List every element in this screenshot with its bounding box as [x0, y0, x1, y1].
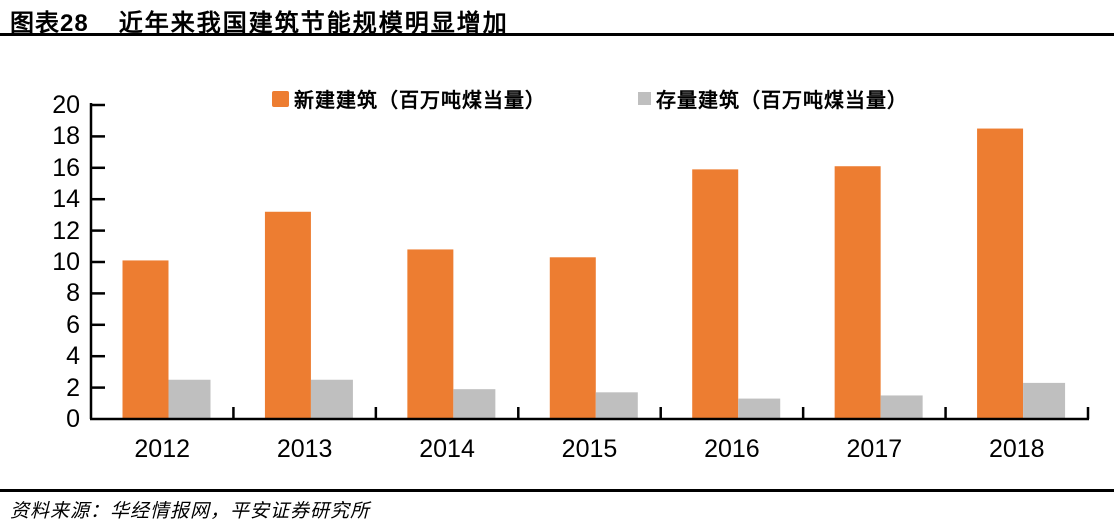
x-axis-label: 2017: [846, 435, 903, 463]
y-axis-label: 18: [52, 122, 80, 151]
bar-2012-series0: [122, 260, 169, 420]
y-axis-label: 10: [52, 248, 80, 276]
y-axis-label: 6: [66, 310, 80, 339]
y-axis-label: 16: [52, 153, 80, 182]
y-axis-label: 12: [52, 216, 80, 245]
bar-2014-series0: [407, 249, 454, 420]
bar-2013-series1: [310, 379, 353, 420]
figure-number: 图表28: [10, 10, 89, 37]
bar-2016-series1: [738, 398, 781, 420]
title-underline: [0, 33, 1114, 36]
bar-2017-series1: [880, 395, 923, 420]
y-axis-label: 14: [52, 185, 80, 214]
bar-2013-series0: [264, 211, 311, 420]
x-axis-label: 2014: [419, 435, 475, 463]
y-axis-label: 8: [66, 279, 80, 308]
x-axis-label: 2013: [276, 435, 333, 463]
x-axis-label: 2015: [561, 435, 618, 463]
bar-2018-series1: [1023, 382, 1066, 420]
x-axis-label: 2018: [988, 435, 1045, 463]
chart-canvas: [89, 103, 1090, 421]
bar-2018-series0: [977, 128, 1024, 421]
y-axis-label: 20: [52, 91, 80, 119]
chart-header: 图表28 近年来我国建筑节能规模明显增加: [10, 3, 509, 38]
bar-2014-series1: [453, 389, 496, 420]
legend-item-new-buildings: 新建建筑（百万吨煤当量）: [272, 84, 546, 113]
bar-chart: 新建建筑（百万吨煤当量） 存量建筑（百万吨煤当量） 0 2 4 6 8 10 12 14 16 1…: [52, 84, 1090, 463]
x-axis-label: 2016: [704, 435, 760, 463]
legend-swatch-orange: [272, 90, 289, 107]
x-axis-label: 2012: [134, 435, 191, 463]
bar-2015-series1: [595, 392, 638, 420]
legend-label: 新建建筑（百万吨煤当量）: [294, 90, 546, 112]
y-axis-label: 4: [66, 342, 80, 371]
bar-2016-series0: [692, 169, 739, 420]
bar-2017-series0: [834, 166, 881, 420]
source-note: 资料来源：华经情报网，平安证券研究所: [10, 501, 371, 522]
legend-label: 存量建筑（百万吨煤当量）: [656, 90, 908, 112]
legend-item-stock-buildings: 存量建筑（百万吨煤当量）: [638, 84, 908, 113]
y-axis-label: 0: [66, 405, 80, 433]
y-axis-label: 2: [66, 373, 80, 402]
chart-legend: 新建建筑（百万吨煤当量） 存量建筑（百万吨煤当量）: [90, 84, 1090, 113]
page-title: 近年来我国建筑节能规模明显增加: [118, 10, 509, 37]
bar-2012-series1: [168, 379, 211, 420]
footer-rule: [0, 489, 1114, 492]
bar-2015-series0: [549, 257, 596, 420]
legend-swatch-gray: [638, 92, 651, 105]
